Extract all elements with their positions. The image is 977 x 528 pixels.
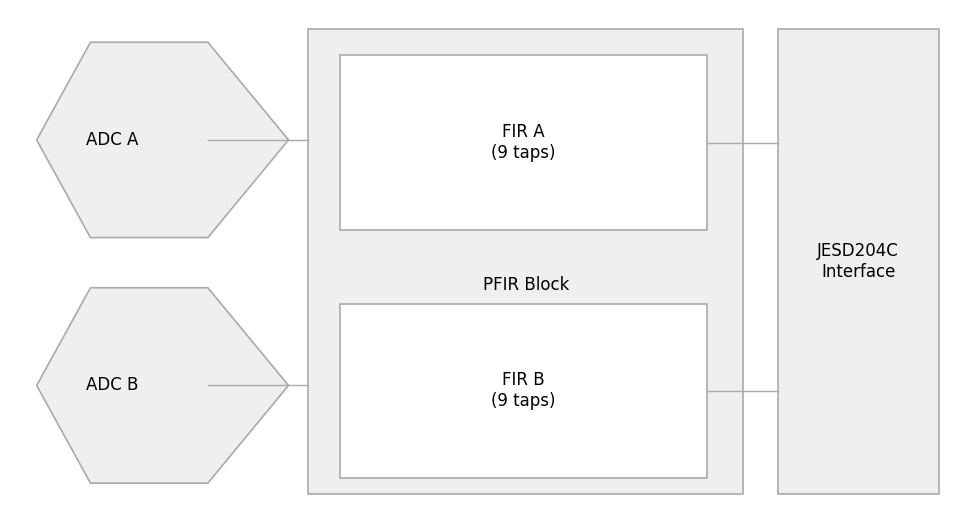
Text: PFIR Block: PFIR Block — [483, 276, 569, 294]
Text: FIR A
(9 taps): FIR A (9 taps) — [491, 123, 555, 162]
Bar — [340, 55, 706, 230]
Bar — [340, 304, 706, 478]
Text: FIR B
(9 taps): FIR B (9 taps) — [491, 371, 555, 410]
Bar — [777, 29, 938, 494]
Text: ADC A: ADC A — [86, 131, 139, 149]
Polygon shape — [37, 42, 288, 238]
Text: JESD204C
Interface: JESD204C Interface — [817, 242, 898, 281]
Bar — [308, 29, 743, 494]
Text: ADC B: ADC B — [86, 376, 139, 394]
Polygon shape — [37, 288, 288, 483]
